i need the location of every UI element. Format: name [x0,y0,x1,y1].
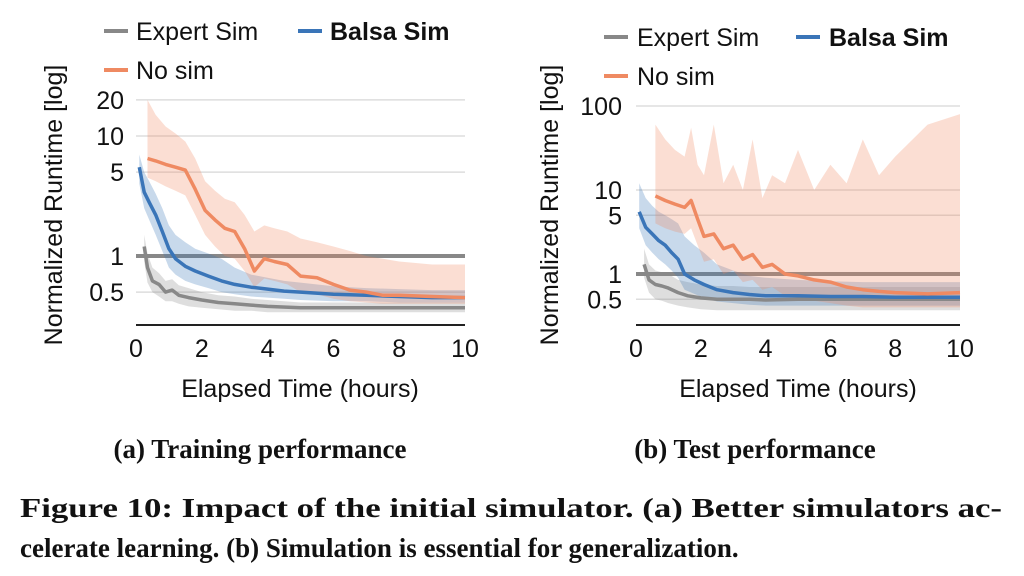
x-tick-label-a-2: 4 [261,335,275,363]
legend-b: Expert Sim Balsa Sim No sim [604,24,949,91]
y-ticks-a: 20 10 5 1 0.5 [89,87,124,307]
series-line-a-expert-sim [142,246,465,310]
x-tick-label-b-2: 4 [759,335,773,363]
y-axis-label-a: Normalized Runtime [log] [40,65,68,346]
panel-a-caption: (a) Training performance [114,434,407,464]
band-b-balsa-sim [639,183,960,306]
x-tick-label-a-3: 6 [326,335,340,363]
legend-b-label-balsa: Balsa Sim [829,24,949,52]
x-tick-label-b-4: 8 [888,335,902,363]
legend-b-label-expert: Expert Sim [637,24,759,52]
x-axis-label-b: Elapsed Time (hours) [679,375,917,403]
x-tick-label-a-0: 0 [129,335,143,363]
legend-a-label-nosim: No sim [136,57,214,85]
x-tick-label-b-5: 10 [946,335,974,363]
band-b-expert-sim [644,248,960,311]
band-a-no-sim [147,99,465,304]
legend-a-label-expert: Expert Sim [136,18,258,46]
y-tick-label-b-3: 1 [608,261,622,289]
series-line-b-expert-sim [642,263,960,302]
x-tick-label-a-4: 8 [392,335,406,363]
legend-a-label-balsa: Balsa Sim [330,18,450,46]
y-ticks-b: 100 105 10.5 [580,93,622,314]
series-line-a-balsa-sim [137,166,465,300]
y-tick-label-b-1: 10 [594,177,622,205]
plot-b-lines [637,194,961,302]
y-tick-label-a-0: 20 [96,87,124,115]
series-line-b-balsa-sim [637,211,960,299]
panel-a: 0 2 4 6 8 10 20 10 5 1 0.5 Normalized Runtime [lo… [40,18,479,464]
x-tick-label-b-1: 2 [694,335,708,363]
y-tick-label-b-0: 100 [580,93,622,121]
x-ticks-b: 0 2 4 6 8 10 [629,335,974,363]
figure-caption-line-1: Figure 10: Impact of the initial simulat… [20,493,1002,523]
band-a-balsa-sim [139,154,466,303]
series-line-a-no-sim [147,156,466,300]
x-tick-label-b-3: 6 [823,335,837,363]
panel-b-caption: (b) Test performance [634,434,875,464]
plot-a-bands [139,99,466,313]
legend-b-label-nosim: No sim [637,63,715,91]
x-tick-label-a-5: 10 [451,335,479,363]
y-tick-label-b-2: 5 [608,202,622,230]
x-tick-label-b-0: 0 [629,335,643,363]
figure-caption-line-2: celerate learning. (b) Simulation is ess… [20,533,739,563]
y-tick-label-b-4: 0.5 [587,286,622,314]
x-axis-label-a: Elapsed Time (hours) [181,375,419,403]
plot-a-lines [137,156,466,310]
x-ticks-a: 0 2 4 6 8 10 [129,335,479,363]
legend-a: Expert Sim Balsa Sim No sim [104,18,450,85]
y-tick-label-a-1: 10 [96,123,124,151]
band-b-no-sim [655,114,960,308]
y-tick-label-a-4: 0.5 [89,279,124,307]
series-line-b-no-sim [654,194,961,296]
y-tick-label-a-3: 1 [110,243,124,271]
x-tick-label-a-1: 2 [195,335,209,363]
y-axis-label-b: Normalized Runtime [log] [536,65,564,346]
y-tick-label-a-2: 5 [110,159,124,187]
plot-b-bands [639,114,960,311]
band-a-expert-sim [144,234,465,313]
